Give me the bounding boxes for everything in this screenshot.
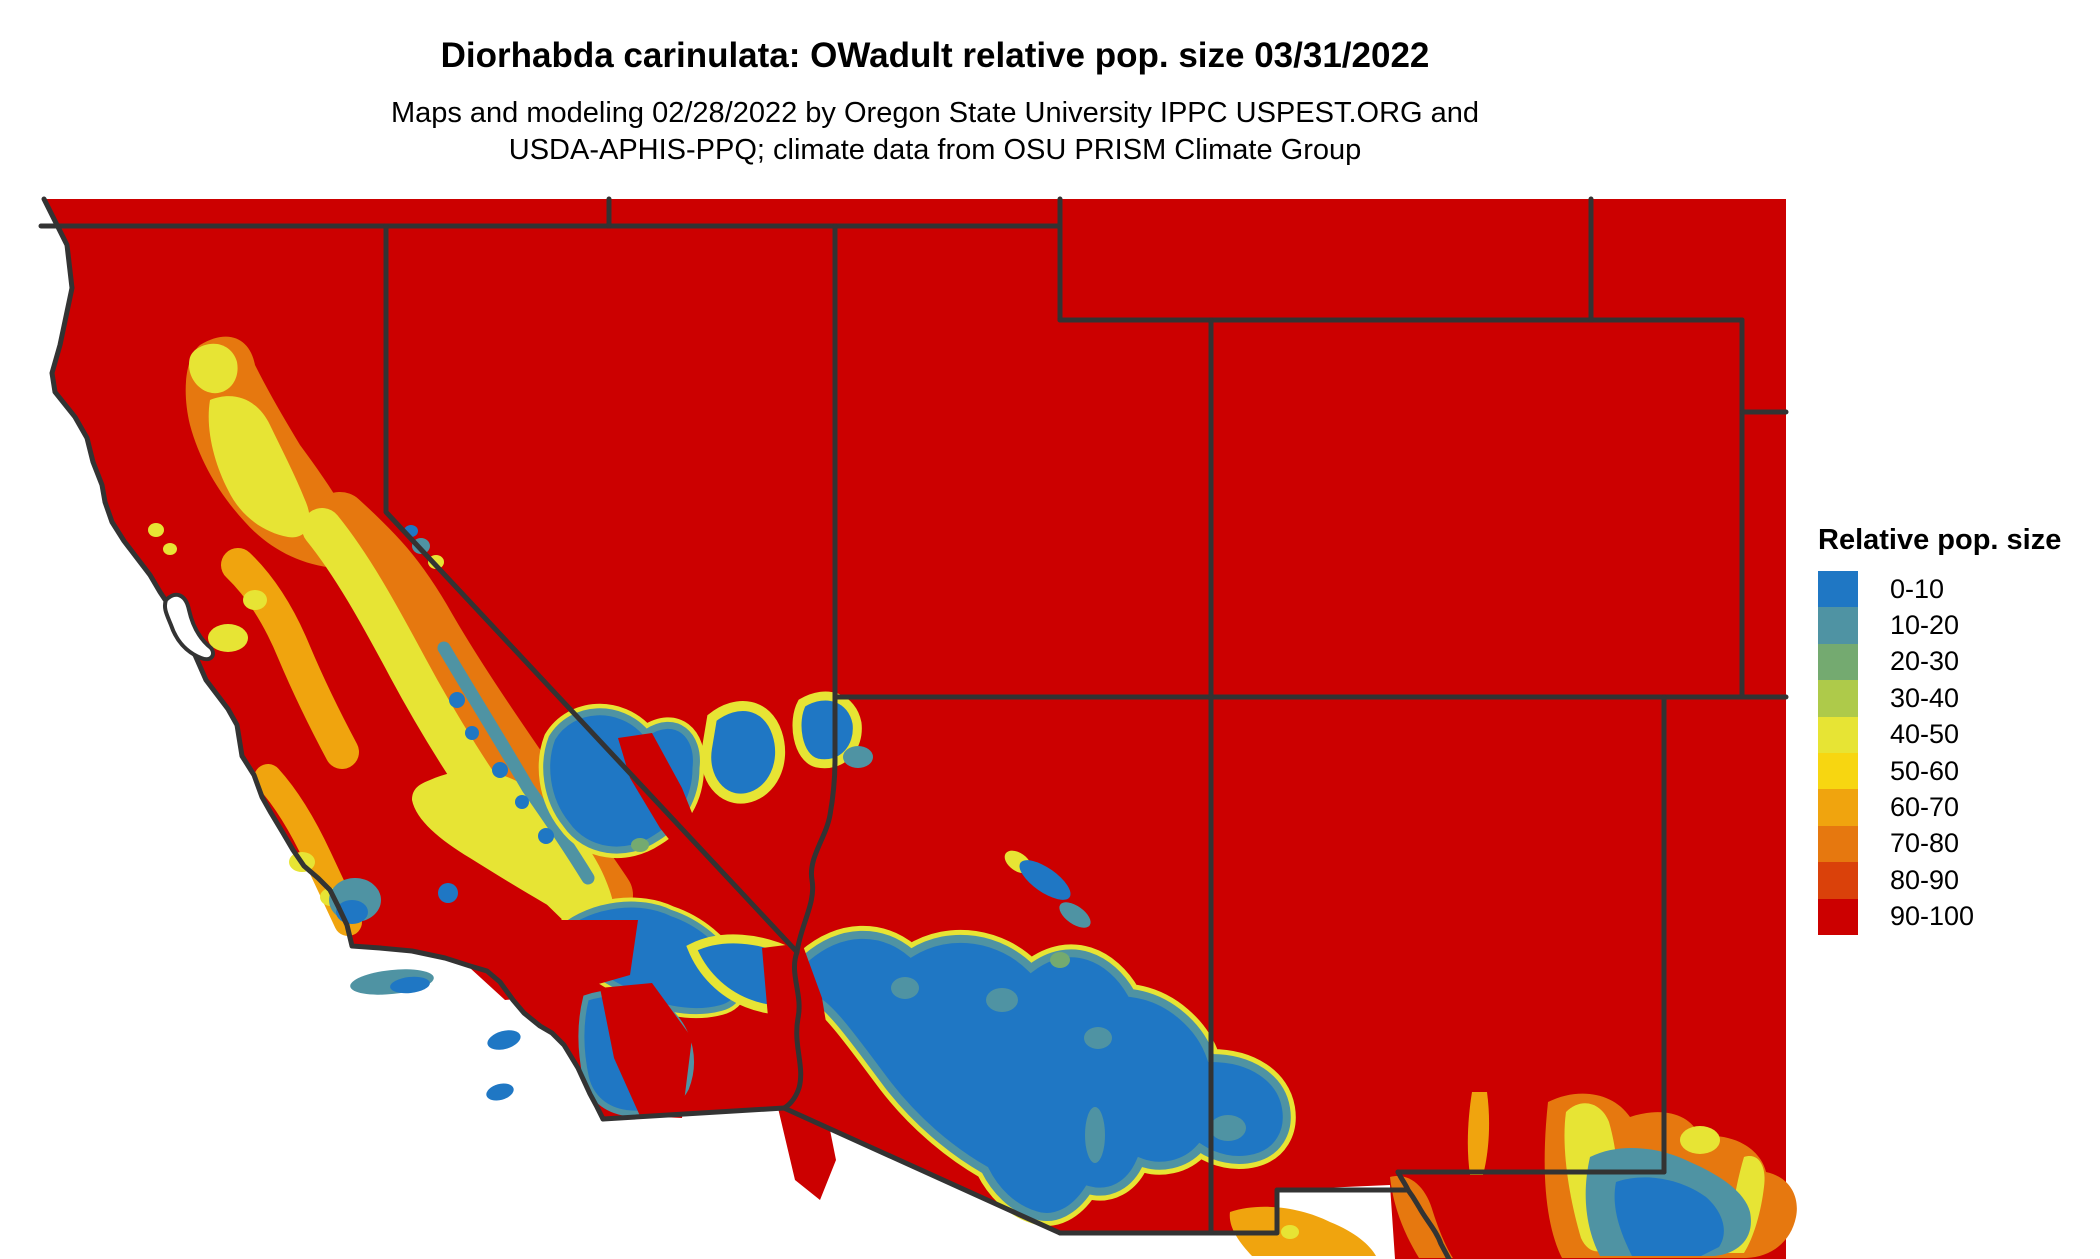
subtitle-line-1: Maps and modeling 02/28/2022 by Oregon S…	[390, 97, 1480, 129]
legend-row: 50-60	[1818, 752, 2088, 790]
terrain-green-speck	[1050, 952, 1070, 968]
valley-inland-empire	[600, 983, 692, 1118]
coastline	[41, 196, 606, 1122]
legend-row: 20-30	[1818, 643, 2088, 681]
terrain-bay-yellow	[243, 590, 267, 610]
legend-swatch-40-50	[1818, 716, 1858, 753]
terrain-green-speck	[631, 838, 649, 852]
map-base-region	[44, 199, 1786, 1259]
terrain-norcal-yellow-south	[208, 396, 310, 538]
legend-swatch-70-80	[1818, 825, 1858, 863]
island-sanclemente-blue	[486, 1083, 514, 1101]
border-rio-grande	[1395, 1169, 1452, 1259]
legend-label: 10-20	[1890, 610, 1960, 641]
terrain-norcal-yellow-top	[189, 343, 238, 394]
legend-swatch-20-30	[1818, 643, 1858, 681]
border-colorado-river-north	[794, 697, 838, 955]
terrain-nm-tx-cluster	[1229, 1092, 1797, 1258]
legend-swatch-10-20	[1818, 607, 1858, 644]
terrain-wtexas-blue	[1614, 1177, 1724, 1256]
terrain-flagstaff-teal	[1059, 902, 1091, 928]
terrain-border-orange-strip	[1229, 1206, 1376, 1256]
terrain-guadalupe-yellow	[1680, 1126, 1720, 1154]
terrain-hot-valleys	[470, 733, 836, 1200]
terrain-flagstaff-blue	[1019, 860, 1071, 900]
terrain-virgin-teal	[843, 746, 873, 768]
map-subtitle: Maps and modeling 02/28/2022 by Oregon S…	[0, 95, 1870, 169]
legend-swatch-0-10	[1818, 571, 1858, 608]
terrain-south-sierra-yellow-mass	[412, 770, 613, 926]
legend-swatch-30-40	[1818, 680, 1858, 717]
terrain-rim-teal-patches	[891, 977, 1246, 1163]
island-north-channel-blue	[390, 976, 430, 994]
terrain-low-pop	[404, 525, 1296, 1226]
terrain-east-nm-orange-streak	[1467, 1092, 1490, 1175]
legend-label: 0-10	[1890, 573, 1945, 604]
border-nm-bootheel	[1057, 1187, 1411, 1236]
legend-swatch-90-100	[1818, 898, 1858, 935]
legend-title: Relative pop. size	[1818, 524, 2062, 556]
legend-swatch-50-60	[1818, 752, 1858, 790]
terrain-norcal-yellow-speck	[163, 543, 177, 555]
legend-label: 30-40	[1890, 682, 1960, 713]
legend-label: 80-90	[1890, 864, 1960, 895]
terrain-coast-range-orange-north	[221, 548, 359, 769]
legend-label: 90-100	[1890, 901, 1975, 932]
legend-label: 40-50	[1890, 719, 1960, 750]
terrain-sierra-blue-specks	[438, 692, 554, 903]
legend-row: 30-40	[1818, 680, 2088, 717]
terrain-bay-yellow	[208, 624, 248, 652]
sf-bay	[162, 592, 215, 662]
border-ca-nv	[383, 223, 800, 955]
terrain-border-yellow-speck	[1281, 1225, 1299, 1239]
legend-row: 40-50	[1818, 716, 2088, 753]
legend-row: 80-90	[1818, 862, 2088, 899]
legend-row: 70-80	[1818, 825, 2088, 863]
map-legend: Relative pop. size 0-10 10-20 20-30 30-4…	[1818, 524, 2088, 935]
legend-label: 60-70	[1890, 792, 1960, 823]
legend-row: 60-70	[1818, 789, 2088, 826]
legend-swatch-60-70	[1818, 789, 1858, 826]
island-catalina-blue	[487, 1030, 521, 1050]
legend-swatch-80-90	[1818, 862, 1858, 899]
state-borders	[38, 196, 1789, 1259]
valley-death-valley	[618, 733, 702, 868]
terrain-spring-mtns-blue	[701, 701, 786, 804]
channel-islands	[350, 969, 521, 1101]
subtitle-line-2: USDA-APHIS-PPQ; climate data from OSU PR…	[508, 134, 1362, 166]
border-colorado-river-south	[781, 949, 804, 1111]
legend-row: 10-20	[1818, 607, 2088, 644]
valley-la-basin	[470, 920, 638, 1000]
terrain-norcal-yellow-speck	[148, 523, 164, 537]
legend-row: 0-10	[1818, 571, 2088, 608]
page-title: Diorhabda carinulata: OWadult relative p…	[440, 36, 1430, 75]
terrain-arizona-mass-blue	[798, 930, 1291, 1221]
legend-label: 20-30	[1890, 646, 1960, 677]
legend-label: 70-80	[1890, 828, 1960, 859]
legend-row: 90-100	[1818, 898, 2088, 935]
terrain-sierra-teal-flank	[437, 641, 595, 885]
legend-label: 50-60	[1890, 755, 1960, 786]
